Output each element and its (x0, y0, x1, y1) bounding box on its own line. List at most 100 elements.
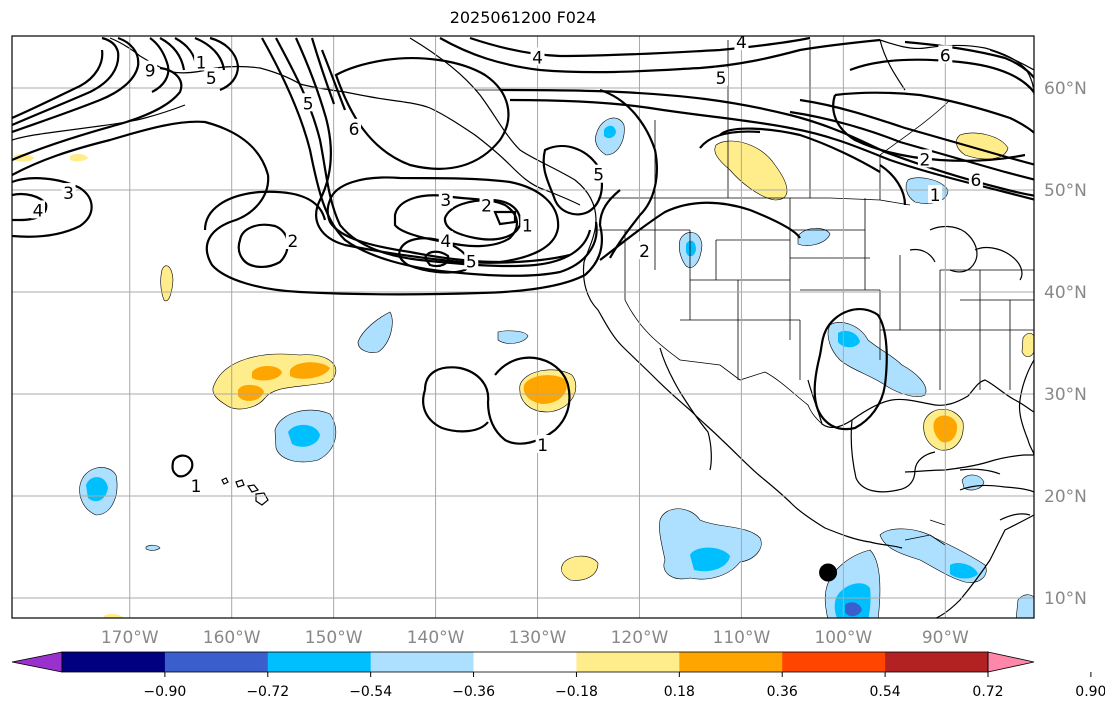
colorbar: −0.90 −0.72 −0.54 −0.36 −0.18 0.18 0.36 0.54 0.7… (11, 651, 1105, 700)
contour-label-background (438, 231, 453, 249)
contour-label: 6 (970, 171, 981, 191)
contour-label-background (530, 47, 545, 66)
contour-label: 1 (522, 217, 533, 237)
latitude-label: 50°N (1044, 181, 1087, 201)
contour-line (699, 130, 761, 149)
longitude-label: 140°W (407, 628, 465, 648)
contour-line (171, 454, 194, 478)
station-marker[interactable] (819, 563, 838, 582)
contour-line (469, 36, 811, 58)
contour-label-background (535, 435, 550, 453)
contour-line (326, 176, 560, 264)
contour-line (12, 177, 93, 238)
negative-anomaly-area (950, 563, 978, 579)
contour-line (499, 88, 1034, 197)
colorbar-segment (370, 652, 475, 672)
longitude-label: 170°W (101, 628, 159, 648)
contour-line (159, 37, 186, 71)
contour-label-background (637, 241, 652, 260)
contour-label: 4 (33, 201, 44, 221)
contour-label-background (438, 190, 453, 209)
negative-anomaly-area (690, 547, 730, 572)
contour-line (334, 57, 510, 170)
positive-anomaly-area (238, 384, 264, 401)
contour-line (237, 223, 289, 268)
longitude-label: 100°W (814, 628, 872, 648)
colorbar-segment (576, 652, 680, 672)
contour-line (12, 49, 104, 120)
contour-label-background (30, 200, 45, 219)
contour-line (320, 49, 347, 111)
colorbar-tick-label: −0.90 (143, 684, 186, 700)
contour-line (493, 210, 517, 226)
contour-label-background (938, 45, 953, 64)
contour-line (509, 98, 1034, 201)
contour-line (261, 37, 598, 277)
negative-anomaly-area (497, 330, 529, 344)
contour-label-background (61, 183, 76, 202)
contour-label-background (301, 93, 316, 112)
contour-label-background (464, 251, 479, 270)
colorbar-segment (679, 652, 783, 672)
contour-line (310, 37, 336, 105)
contour-line (194, 36, 226, 71)
contour-line (599, 88, 658, 259)
contour-label-background (285, 231, 300, 249)
positive-anomaly-area (252, 366, 282, 381)
contour-label-background (917, 149, 932, 168)
longitude-label: 90°W (922, 628, 969, 648)
contour-label: 6 (940, 46, 951, 66)
colorbar-tick-label: −0.54 (349, 684, 392, 700)
contour-label-background (520, 215, 535, 234)
latitude-labels: 60°N 50°N 40°N 30°N 20°N 10°N (1044, 79, 1087, 609)
contour-line (719, 127, 881, 173)
contour-line (275, 37, 592, 268)
positive-anomaly-area (561, 555, 599, 581)
colorbar-extend-high (987, 651, 1035, 673)
graticule (12, 36, 1034, 618)
contour-label: 1 (191, 477, 202, 497)
contour-line (904, 40, 1034, 80)
latitude-label: 30°N (1044, 385, 1087, 405)
positive-anomaly-area (70, 153, 88, 162)
contour-label: 4 (532, 48, 543, 68)
coastlines (12, 37, 1034, 618)
contour-line (849, 58, 1034, 95)
contour-label: 3 (63, 184, 74, 204)
positive-anomaly-area (14, 153, 34, 162)
longitude-label: 150°W (305, 628, 363, 648)
contour-label-background (194, 52, 209, 71)
contour-label-background (479, 195, 494, 214)
colorbar-tick-label: −0.72 (246, 684, 289, 700)
longitude-labels: 170°W 160°W 150°W 140°W 130°W 120°W 110°W 100°W… (101, 628, 969, 648)
contour-label: 1 (537, 436, 548, 456)
colorbar-tick-label: −0.36 (452, 684, 495, 700)
longitude-label: 110°W (713, 628, 771, 648)
latitude-label: 10°N (1044, 589, 1087, 609)
contour-line (423, 356, 571, 445)
contour-label: 2 (287, 232, 298, 252)
colorbar-tick-label: 0.54 (870, 684, 901, 700)
contour-line (789, 110, 1034, 181)
colorbar-segment (62, 652, 166, 672)
contour-line (422, 389, 489, 433)
positive-anomaly-area (523, 375, 567, 404)
contour-line (879, 164, 907, 206)
colorbar-segment (267, 652, 372, 672)
contour-line (149, 37, 170, 93)
contour-line (439, 37, 881, 74)
contour-label-background (968, 169, 983, 188)
colorbar-tick-label: 0.18 (664, 684, 695, 700)
contour-label: 4 (440, 232, 451, 252)
latitude-label: 20°N (1044, 487, 1087, 507)
contour-line (423, 250, 450, 268)
negative-anomaly-area (686, 240, 696, 257)
contour-label: 9 (145, 62, 156, 82)
contour-label-background (928, 185, 943, 204)
colorbar-tick-label: −0.18 (555, 684, 598, 700)
contour-label: 2 (481, 196, 492, 216)
contour-line (12, 192, 48, 222)
contour-line (599, 201, 801, 261)
